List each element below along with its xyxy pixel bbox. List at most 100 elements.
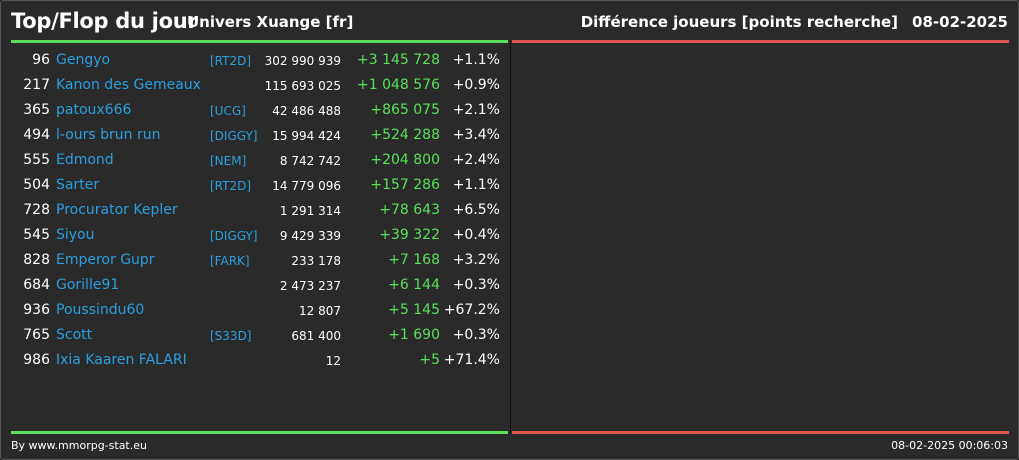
player-name-link[interactable]: Sarter [56,177,100,193]
page-title: Top/Flop du jour [11,9,198,33]
player-rank: 728 [23,202,50,218]
percent-change: +0.3% [452,277,500,293]
player-name-link[interactable]: Siyou [56,227,95,243]
table-row: 728 Procurator Kepler 1 291 314 +78 643 +6.5… [11,198,508,223]
percent-change: +2.1% [452,102,500,118]
player-rank: 365 [23,102,50,118]
player-score: 2 473 237 [279,279,341,293]
top-table: 96 Gengyo [RT2D] 302 990 939 +3 145 728 +1.1%… [11,48,508,373]
percent-change: +6.5% [452,202,500,218]
table-row: 494 l-ours brun run [DIGGY] 15 994 424 +524 … [11,123,508,148]
player-rank: 765 [23,327,50,343]
alliance-tag-link[interactable]: [DIGGY] [210,129,258,143]
player-rank: 504 [23,177,50,193]
alliance-tag-link[interactable]: [FARK] [210,254,250,268]
player-score: 681 400 [291,329,341,343]
player-score: 9 429 339 [279,229,341,243]
score-difference: +1 048 576 [357,77,440,93]
player-score: 302 990 939 [264,54,341,68]
player-rank: 684 [23,277,50,293]
percent-change: +0.4% [452,227,500,243]
player-name-link[interactable]: Emperor Gupr [56,252,155,268]
table-row: 504 Sarter [RT2D] 14 779 096 +157 286 +1.1% [11,173,508,198]
alliance-tag-link[interactable]: [RT2D] [210,54,252,68]
table-row: 217 Kanon des Gemeaux 115 693 025 +1 048 57… [11,73,508,98]
alliance-tag-link[interactable]: [RT2D] [210,179,252,193]
score-difference: +6 144 [388,277,440,293]
score-difference: +3 145 728 [357,52,440,68]
player-name-link[interactable]: l-ours brun run [56,127,161,143]
player-name-link[interactable]: Scott [56,327,93,343]
flop-bar-bottom [512,431,1009,434]
header-date: 08-02-2025 [912,13,1008,31]
alliance-tag-link[interactable]: [UCG] [210,104,246,118]
footer-timestamp: 08-02-2025 00:06:03 [891,439,1008,452]
percent-change: +1.1% [452,52,500,68]
player-score: 115 693 025 [264,79,341,93]
player-rank: 545 [23,227,50,243]
player-rank: 96 [32,52,50,68]
percent-change: +3.2% [452,252,500,268]
player-name-link[interactable]: Ixia Kaaren FALARI [56,352,187,368]
score-difference: +5 [419,352,440,368]
percent-change: +67.2% [443,302,500,318]
metric-header: Différence joueurs [points recherche] 08-… [581,13,1008,31]
table-row: 936 Poussindu60 12 807 +5 145 +67.2% [11,298,508,323]
player-name-link[interactable]: Kanon des Gemeaux [56,77,201,93]
player-rank: 936 [23,302,50,318]
score-difference: +524 288 [370,127,440,143]
top-bar-bottom [11,431,508,434]
player-rank: 986 [23,352,50,368]
player-rank: 494 [23,127,50,143]
player-name-link[interactable]: patoux666 [56,102,132,118]
alliance-tag-link[interactable]: [NEM] [210,154,247,168]
alliance-tag-link[interactable]: [DIGGY] [210,229,258,243]
score-difference: +204 800 [370,152,440,168]
universe-label: Univers Xuange [fr] [187,13,354,31]
player-rank: 555 [23,152,50,168]
column-divider [510,43,511,433]
player-name-link[interactable]: Gengyo [56,52,111,68]
player-score: 233 178 [291,254,341,268]
table-row: 828 Emperor Gupr [FARK] 233 178 +7 168 +3.2% [11,248,508,273]
table-row: 96 Gengyo [RT2D] 302 990 939 +3 145 728 +1.1% [11,48,508,73]
table-row: 684 Gorille91 2 473 237 +6 144 +0.3% [11,273,508,298]
table-row: 986 Ixia Kaaren FALARI 12 +5 +71.4% [11,348,508,373]
player-rank: 828 [23,252,50,268]
score-difference: +1 690 [388,327,440,343]
percent-change: +3.4% [452,127,500,143]
score-difference: +39 322 [379,227,440,243]
alliance-tag-link[interactable]: [S33D] [210,329,252,343]
table-row: 765 Scott [S33D] 681 400 +1 690 +0.3% [11,323,508,348]
player-score: 8 742 742 [279,154,341,168]
table-row: 555 Edmond [NEM] 8 742 742 +204 800 +2.4% [11,148,508,173]
percent-change: +71.4% [443,352,500,368]
player-name-link[interactable]: Procurator Kepler [56,202,178,218]
metric-label: Différence joueurs [points recherche] [580,13,899,31]
score-difference: +865 075 [370,102,440,118]
percent-change: +0.3% [452,327,500,343]
top-bar-top [11,40,508,43]
header: Top/Flop du jour Univers Xuange [fr] Dif… [11,9,1008,35]
player-name-link[interactable]: Gorille91 [56,277,120,293]
player-score: 12 807 [299,304,341,318]
percent-change: +0.9% [452,77,500,93]
table-row: 365 patoux666 [UCG] 42 486 488 +865 075 +2.1% [11,98,508,123]
score-difference: +157 286 [370,177,440,193]
percent-change: +1.1% [452,177,500,193]
player-score: 42 486 488 [272,104,341,118]
percent-change: +2.4% [452,152,500,168]
player-name-link[interactable]: Edmond [56,152,114,168]
player-score: 12 [325,354,341,368]
player-score: 1 291 314 [279,204,341,218]
table-row: 545 Siyou [DIGGY] 9 429 339 +39 322 +0.4% [11,223,508,248]
player-score: 14 779 096 [272,179,341,193]
score-difference: +7 168 [388,252,440,268]
player-score: 15 994 424 [272,129,341,143]
player-name-link[interactable]: Poussindu60 [56,302,145,318]
player-rank: 217 [23,77,50,93]
credit-link[interactable]: By www.mmorpg-stat.eu [11,439,147,452]
score-difference: +78 643 [379,202,440,218]
flop-bar-top [512,40,1009,43]
